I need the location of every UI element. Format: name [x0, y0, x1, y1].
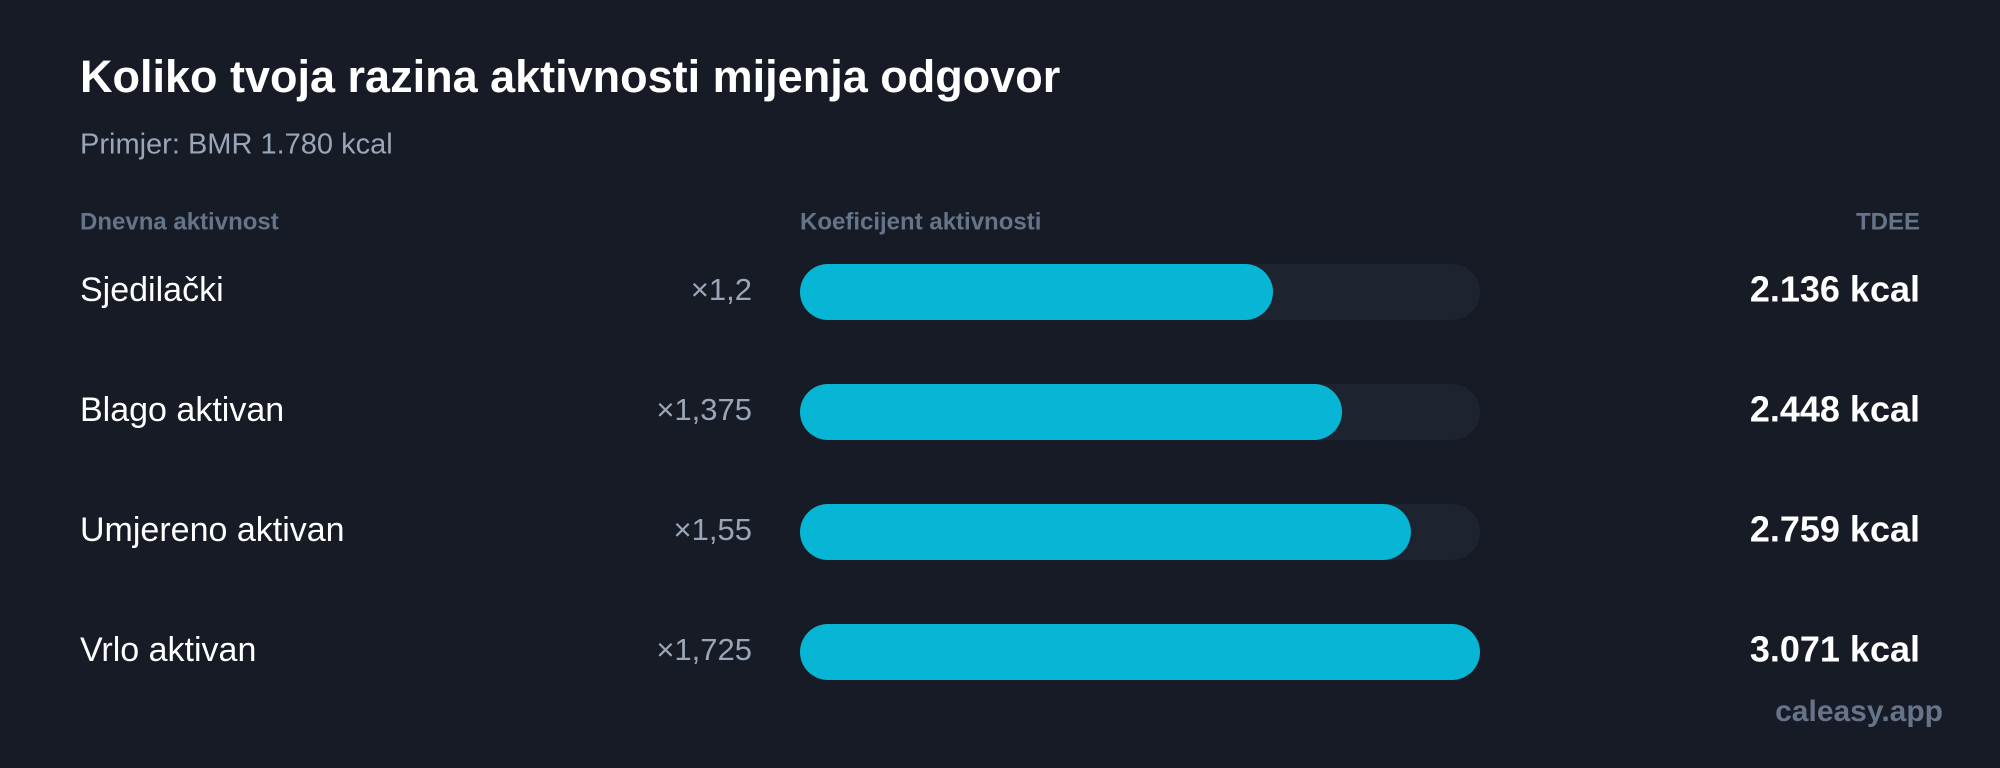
category-label: Blago aktivan — [80, 391, 284, 429]
column-header: Dnevna aktivnost — [80, 208, 279, 235]
watermark: caleasy.app — [1775, 695, 1943, 728]
multiplier-label: ×1,2 — [691, 272, 752, 307]
bar — [800, 624, 1480, 680]
column-header: TDEE — [1856, 208, 1920, 235]
value-label: 2.759 kcal — [1750, 509, 1920, 550]
category-label: Umjereno aktivan — [80, 511, 345, 549]
category-label: Sjedilački — [80, 271, 224, 309]
bar — [800, 504, 1411, 560]
value-label: 2.136 kcal — [1750, 269, 1920, 310]
column-header: Koeficijent aktivnosti — [800, 208, 1041, 235]
chart-subtitle: Primjer: BMR 1.780 kcal — [80, 129, 393, 161]
category-label: Vrlo aktivan — [80, 631, 256, 669]
multiplier-label: ×1,725 — [656, 632, 752, 667]
bar — [800, 384, 1343, 440]
value-label: 3.071 kcal — [1750, 629, 1920, 670]
value-label: 2.448 kcal — [1750, 389, 1920, 430]
multiplier-label: ×1,375 — [656, 392, 752, 427]
multiplier-label: ×1,55 — [674, 512, 752, 547]
bar — [800, 264, 1273, 320]
chart-title: Koliko tvoja razina aktivnosti mijenja o… — [80, 51, 1060, 102]
